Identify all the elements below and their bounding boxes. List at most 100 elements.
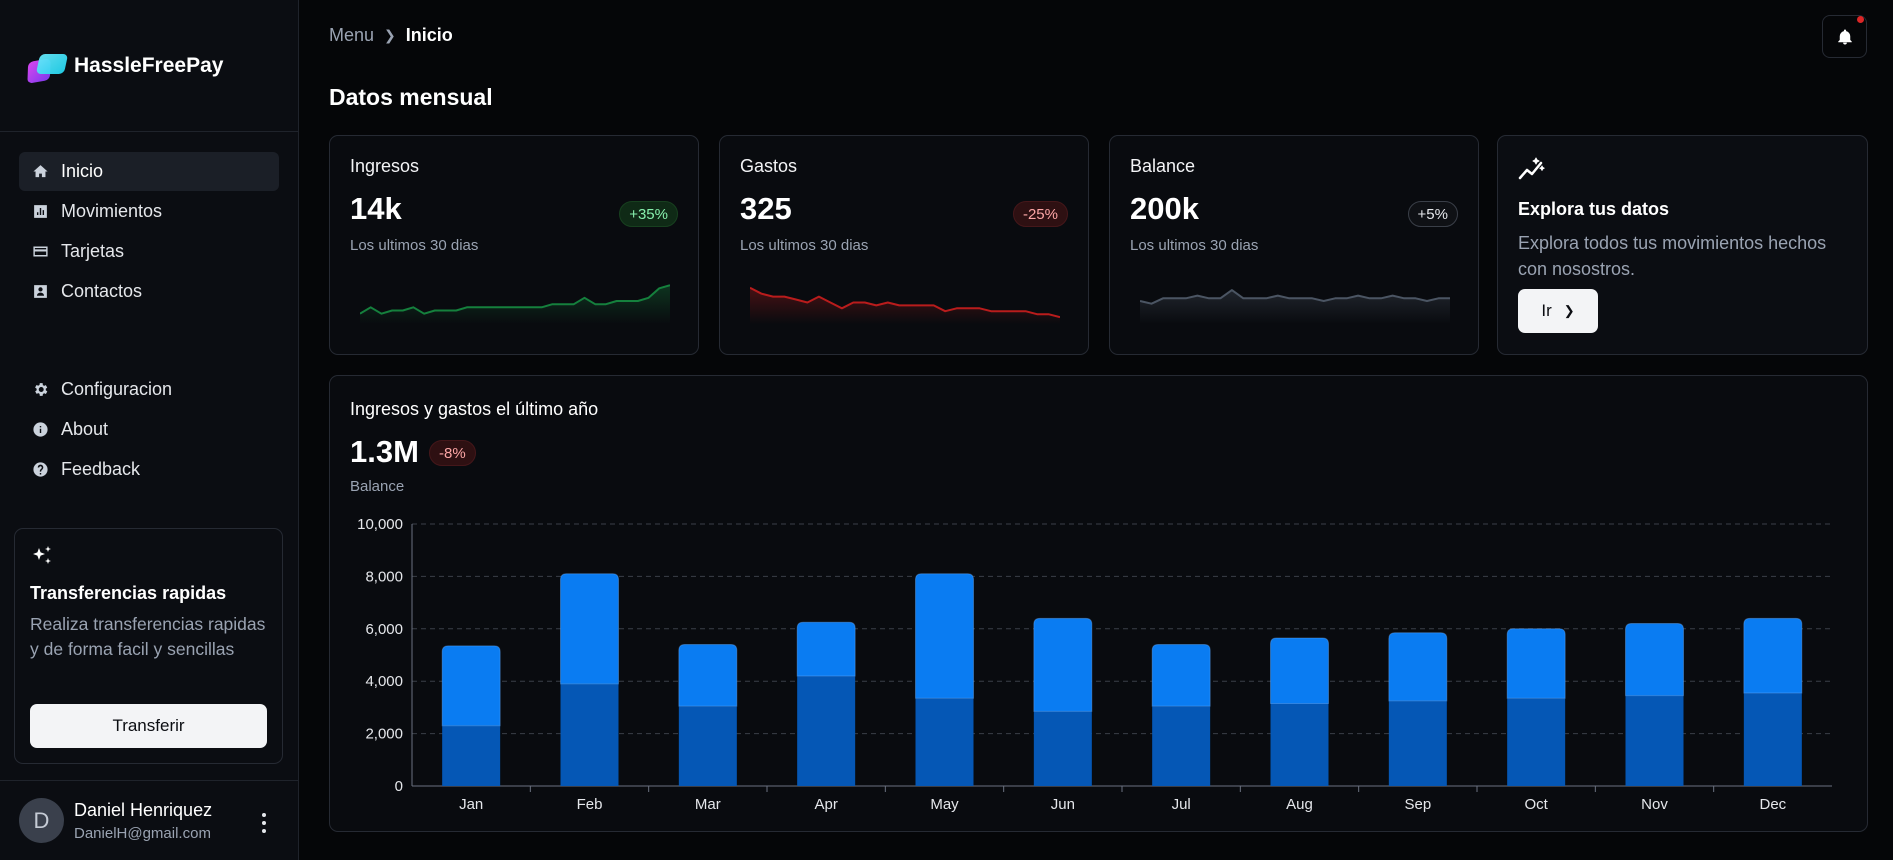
main-nav: Inicio Movimientos Tarjetas Contactos Co… xyxy=(0,132,298,489)
status-badge: -8% xyxy=(429,440,476,466)
x-tick-label: Dec xyxy=(1759,796,1786,813)
info-icon xyxy=(31,421,49,439)
bar-segment-2[interactable] xyxy=(1033,617,1093,712)
stat-value: 14k xyxy=(350,191,402,226)
sidebar-item-label: About xyxy=(61,419,109,439)
quick-transfer-title: Transferencias rapidas xyxy=(30,583,227,603)
x-tick-label: Nov xyxy=(1641,796,1668,813)
yearly-chart-card: Ingresos y gastos el último año 1.3M -8%… xyxy=(329,375,1868,832)
bar-segment-2[interactable] xyxy=(1625,623,1684,697)
chart-card-value: 1.3M xyxy=(350,434,419,469)
sidebar-item-configuracion[interactable]: Configuracion xyxy=(19,370,279,409)
sparkles-icon xyxy=(33,546,51,564)
y-tick-label: 4,000 xyxy=(365,673,403,690)
bar-segment-2[interactable] xyxy=(441,645,501,727)
user-email: DanielH@gmail.com xyxy=(74,824,211,842)
quick-transfer-description: Realiza transferencias rapidas y de form… xyxy=(30,614,266,659)
insights-icon xyxy=(1518,157,1545,180)
bar-segment-1[interactable] xyxy=(1625,695,1684,786)
x-tick-label: May xyxy=(930,796,959,813)
sidebar: HassleFreePay Inicio Movimientos Tarjeta… xyxy=(0,0,299,860)
bar-segment-1[interactable] xyxy=(560,683,619,786)
brand[interactable]: HassleFreePay xyxy=(0,0,298,132)
explore-card: Explora tus datos Explora todos tus movi… xyxy=(1497,135,1868,355)
stacked-bar-chart: 0 2,000 4,000 6,000 8,000 10,000 Jan Feb Mar Apr M… xyxy=(357,516,1832,813)
bar-segment-2[interactable] xyxy=(1506,628,1566,699)
breadcrumb-parent[interactable]: Menu xyxy=(329,25,375,45)
stat-label: Balance xyxy=(1130,156,1196,176)
more-vertical-icon[interactable] xyxy=(256,813,272,833)
bar-segment-1[interactable] xyxy=(1388,700,1447,786)
sparkline-balance xyxy=(1140,289,1450,324)
secondary-nav: Configuracion About Feedback xyxy=(19,370,279,489)
sidebar-item-movimientos[interactable]: Movimientos xyxy=(19,192,279,231)
explore-title: Explora tus datos xyxy=(1518,199,1670,219)
bar-segment-1[interactable] xyxy=(1270,703,1329,786)
bar-segment-2[interactable] xyxy=(1743,617,1803,694)
stat-label: Ingresos xyxy=(350,156,420,176)
stat-subtitle: Los ultimos 30 dias xyxy=(350,237,479,254)
bar-segment-2[interactable] xyxy=(796,621,856,677)
bar-segment-2[interactable] xyxy=(1388,632,1448,702)
stat-subtitle: Los ultimos 30 dias xyxy=(740,237,869,254)
bar-segment-1[interactable] xyxy=(442,725,501,786)
bar-segment-1[interactable] xyxy=(1743,692,1802,786)
sparkline-area xyxy=(360,285,670,324)
bar-segment-1[interactable] xyxy=(1152,706,1211,786)
bar-segment-1[interactable] xyxy=(678,706,737,786)
sparkline-gastos xyxy=(750,286,1060,324)
quick-transfer-card: Transferencias rapidas Realiza transfere… xyxy=(14,528,283,764)
bar-segment-2[interactable] xyxy=(560,573,619,685)
brand-name: HassleFreePay xyxy=(74,53,224,77)
go-button-label: Ir xyxy=(1541,301,1552,320)
sidebar-item-label: Tarjetas xyxy=(61,241,125,261)
stat-card-balance: Balance 200k Los ultimos 30 dias +5% xyxy=(1109,135,1479,355)
stat-subtitle: Los ultimos 30 dias xyxy=(1130,237,1259,254)
y-tick-label: 8,000 xyxy=(365,568,403,585)
bar-segment-1[interactable] xyxy=(915,698,974,786)
x-tick-label: Sep xyxy=(1404,796,1431,813)
stat-value: 325 xyxy=(740,191,792,226)
x-tick-label: Oct xyxy=(1524,796,1548,813)
stat-card-gastos: Gastos 325 Los ultimos 30 dias -25% xyxy=(719,135,1089,355)
status-badge: +5% xyxy=(1407,201,1458,227)
sidebar-item-inicio[interactable]: Inicio xyxy=(19,152,279,191)
bar-segment-1[interactable] xyxy=(1033,711,1092,786)
go-button[interactable]: Ir ❯ xyxy=(1518,289,1598,333)
credit-card-icon xyxy=(31,243,49,261)
y-tick-label: 0 xyxy=(395,778,403,795)
sparkline-line xyxy=(360,284,670,315)
x-tick-label: Aug xyxy=(1286,796,1313,813)
notification-dot xyxy=(1857,16,1864,23)
y-tick-label: 2,000 xyxy=(365,726,403,743)
stat-label: Gastos xyxy=(740,156,798,176)
y-tick-label: 6,000 xyxy=(365,621,403,638)
bar-segment-2[interactable] xyxy=(915,573,974,699)
user-profile[interactable]: D Daniel Henriquez DanielH@gmail.com xyxy=(0,780,298,860)
bar-segment-2[interactable] xyxy=(1151,644,1211,707)
sidebar-item-label: Configuracion xyxy=(61,379,173,399)
sidebar-item-contactos[interactable]: Contactos xyxy=(19,272,279,311)
sidebar-item-feedback[interactable]: Feedback xyxy=(19,450,279,489)
x-tick-label: Feb xyxy=(577,796,603,813)
chevron-right-icon: ❯ xyxy=(384,27,396,43)
bar-segment-1[interactable] xyxy=(1507,698,1566,786)
help-icon xyxy=(31,461,49,479)
bar-chart-icon xyxy=(31,203,49,221)
chart-card-subtitle: Balance xyxy=(350,478,405,495)
bar-segment-2[interactable] xyxy=(1270,637,1329,704)
x-tick-label: Apr xyxy=(814,796,837,813)
sidebar-item-label: Contactos xyxy=(61,281,143,301)
sparkline-area xyxy=(1140,290,1450,324)
bar-segment-1[interactable] xyxy=(797,675,856,786)
sparkline-line xyxy=(1140,289,1450,305)
sidebar-item-about[interactable]: About xyxy=(19,410,279,449)
x-tick-label: Jun xyxy=(1051,796,1075,813)
notifications-button[interactable] xyxy=(1822,15,1867,58)
logo-icon xyxy=(24,46,70,86)
home-icon xyxy=(31,163,49,181)
transfer-button[interactable]: Transferir xyxy=(30,704,267,748)
stat-card-ingresos: Ingresos 14k Los ultimos 30 dias +35% xyxy=(329,135,699,355)
bar-segment-2[interactable] xyxy=(678,644,738,707)
sidebar-item-tarjetas[interactable]: Tarjetas xyxy=(19,232,279,271)
